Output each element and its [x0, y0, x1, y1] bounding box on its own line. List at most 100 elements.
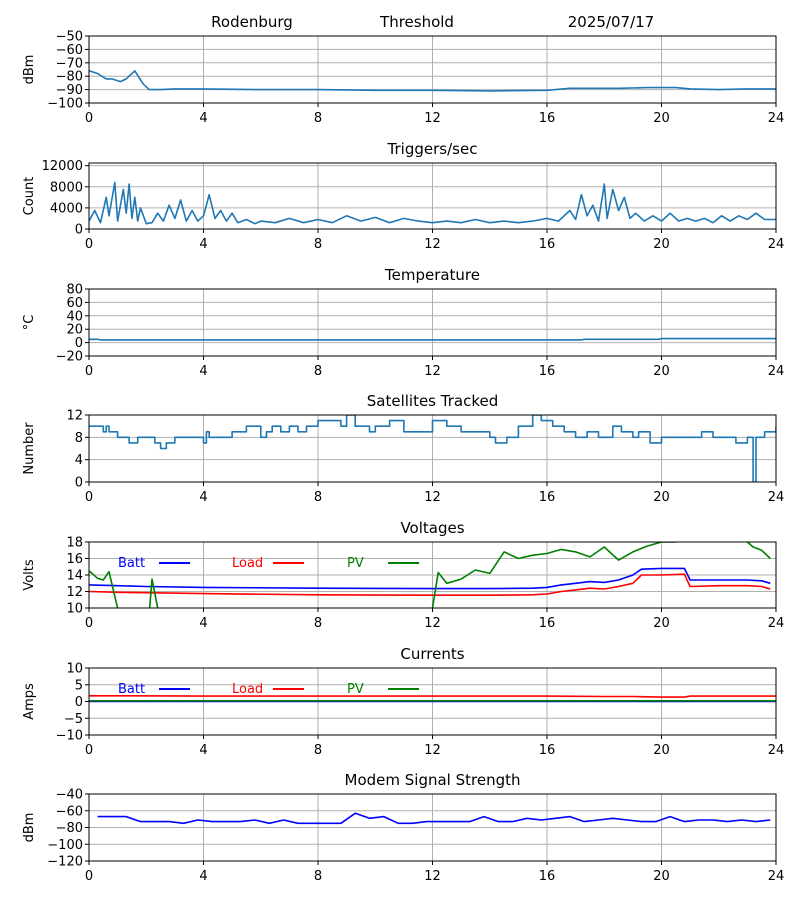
x-tick-label: 16: [539, 111, 556, 126]
x-tick-label: 12: [424, 364, 441, 379]
y-axis-label: Count: [22, 177, 37, 216]
panel-satellites: 0 4 8 12 16 20 24 0 4 8 12 Satellites Tracked Number: [22, 392, 784, 505]
y-tick-label: 0: [75, 336, 83, 351]
x-tick-label: 0: [85, 111, 93, 126]
x-tick-label: 0: [85, 237, 93, 252]
legend-label: Batt: [118, 682, 145, 697]
x-tick-label: 0: [85, 490, 93, 505]
y-tick-label: 10: [66, 662, 83, 677]
modem-series-0-line: [97, 812, 771, 825]
x-tick-label: 4: [199, 743, 207, 758]
x-tick-label: 24: [768, 111, 785, 126]
x-tick-label: 12: [424, 490, 441, 505]
x-tick-label: 8: [314, 743, 322, 758]
panel-currents: 0 4 8 12 16 20 24 −10 −5 0 510 Currents Amps Batt Load…: [22, 645, 784, 758]
x-tick-label: 20: [653, 111, 670, 126]
voltages-batt-line: [89, 567, 771, 590]
x-tick-label: 4: [199, 111, 207, 126]
x-tick-label: 8: [314, 111, 322, 126]
temperature-series-0-line: [89, 337, 776, 341]
x-tick-label: 12: [424, 111, 441, 126]
date-label: 2025/07/17: [568, 13, 654, 31]
y-tick-label: 12000: [42, 159, 83, 174]
legend-label: Load: [232, 556, 263, 571]
y-tick-label: 12: [66, 585, 83, 600]
x-tick-label: 4: [199, 616, 207, 631]
y-tick-label: −20: [56, 350, 83, 365]
threshold-title: Threshold: [379, 13, 454, 31]
y-tick-label: 20: [66, 323, 83, 338]
x-tick-label: 20: [653, 237, 670, 252]
x-tick-label: 16: [539, 364, 556, 379]
x-tick-label: 12: [424, 237, 441, 252]
panel-modem: 0 4 8 12 16 20 24 −120 −100 −80 −60−40 Modem Signal…: [22, 771, 784, 884]
x-tick-label: 8: [314, 237, 322, 252]
x-tick-label: 20: [653, 616, 670, 631]
x-tick-label: 0: [85, 616, 93, 631]
y-tick-label: −5: [64, 712, 83, 727]
y-tick-label: 8000: [50, 180, 83, 195]
x-tick-label: 4: [199, 364, 207, 379]
y-tick-label: 16: [66, 552, 83, 567]
currents-load-line: [89, 694, 776, 698]
x-tick-label: 24: [768, 743, 785, 758]
x-tick-label: 16: [539, 869, 556, 884]
voltages-load-line: [89, 573, 771, 597]
x-tick-label: 20: [653, 743, 670, 758]
panel-threshold: 0 4 8 12 16 20 24 −100−90−80−70−60−50 dBm: [22, 30, 784, 127]
y-tick-label: 60: [66, 296, 83, 311]
y-axis-label: °C: [22, 315, 37, 331]
y-tick-label: 80: [66, 283, 83, 298]
legend-label: PV: [347, 682, 364, 697]
x-tick-label: 24: [768, 869, 785, 884]
y-tick-label: 0: [75, 476, 83, 491]
x-tick-label: 12: [424, 743, 441, 758]
y-tick-label: 0: [75, 695, 83, 710]
y-tick-label: 14: [66, 569, 83, 584]
x-tick-label: 24: [768, 490, 785, 505]
panel-triggers: 0 4 8 12 16 20 24 0 4000 8000 12000 Triggers/sec Cou…: [22, 140, 784, 252]
y-axis-label: Number: [22, 422, 37, 475]
y-tick-label: −60: [56, 43, 83, 58]
x-tick-label: 16: [539, 743, 556, 758]
x-tick-label: 0: [85, 743, 93, 758]
x-tick-label: 24: [768, 237, 785, 252]
legend-label: Load: [232, 682, 263, 697]
x-tick-label: 0: [85, 364, 93, 379]
x-tick-label: 20: [653, 364, 670, 379]
x-tick-label: 16: [539, 237, 556, 252]
y-tick-label: 10: [66, 602, 83, 617]
y-tick-label: 40: [66, 309, 83, 324]
y-axis-label: Volts: [22, 559, 37, 591]
x-tick-label: 4: [199, 237, 207, 252]
x-tick-label: 12: [424, 869, 441, 884]
x-tick-label: 4: [199, 490, 207, 505]
x-tick-label: 16: [539, 490, 556, 505]
y-axis-label: Amps: [22, 683, 37, 720]
station-name: Rodenburg: [211, 13, 293, 31]
panel-title: Modem Signal Strength: [345, 771, 521, 789]
y-tick-label: −70: [56, 56, 83, 71]
y-axis-label: dBm: [22, 813, 37, 843]
voltages-pv-line: [89, 542, 771, 608]
y-tick-label: 8: [75, 431, 83, 446]
x-tick-label: 12: [424, 616, 441, 631]
y-tick-label: −80: [56, 70, 83, 85]
y-tick-label: −80: [56, 821, 83, 836]
x-tick-label: 4: [199, 869, 207, 884]
threshold-series-0-line: [89, 70, 776, 92]
panel-title: Currents: [400, 645, 464, 663]
y-tick-label: −100: [47, 97, 83, 112]
x-tick-label: 20: [653, 490, 670, 505]
panel-title: Triggers/sec: [387, 140, 478, 158]
y-tick-label: 4000: [50, 201, 83, 216]
y-tick-label: −10: [56, 729, 83, 744]
x-tick-label: 8: [314, 364, 322, 379]
y-tick-label: −50: [56, 30, 83, 45]
y-tick-label: −120: [47, 855, 83, 870]
triggers-series-0-line: [89, 181, 776, 225]
